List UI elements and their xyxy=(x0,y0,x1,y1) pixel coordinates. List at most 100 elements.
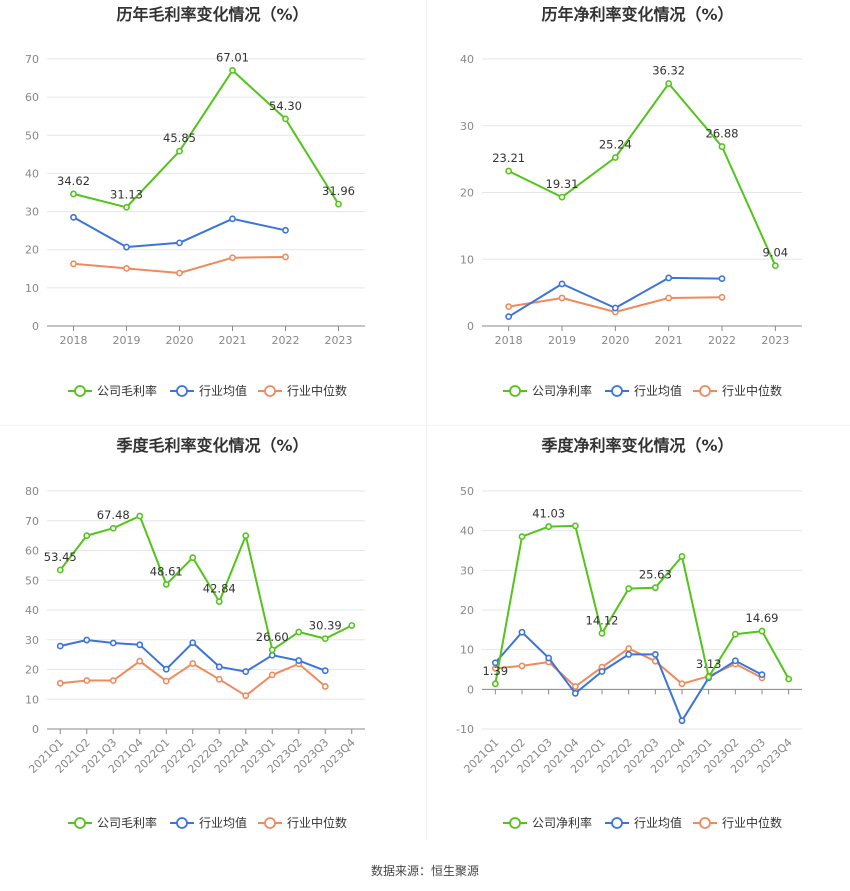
data-point-avg xyxy=(558,280,566,288)
data-point-company xyxy=(109,524,117,532)
data-label: 25.24 xyxy=(599,138,632,152)
data-label: 41.03 xyxy=(532,507,565,521)
data-point-company xyxy=(189,554,197,562)
data-point-avg xyxy=(70,213,77,221)
legend-label: 行业均值 xyxy=(199,383,247,398)
legend-label: 行业中位数 xyxy=(287,383,347,398)
data-point-company xyxy=(545,523,553,530)
chart-quarterly-gross-margin-svg: 季度毛利率变化情况（%）010203040506070802021Q12021Q… xyxy=(25,436,365,830)
data-point-avg xyxy=(215,663,223,671)
data-point-company xyxy=(282,115,289,123)
data-point-company xyxy=(518,533,526,541)
data-point-company xyxy=(678,553,686,560)
data-point-avg xyxy=(83,636,91,644)
y-tick-label: 10 xyxy=(25,282,39,295)
y-tick-label: 50 xyxy=(25,574,39,587)
data-point-company xyxy=(242,532,250,540)
data-point-avg xyxy=(571,689,579,697)
data-point-median xyxy=(162,677,170,685)
y-tick-label: 40 xyxy=(25,167,39,180)
y-tick-label: 10 xyxy=(25,693,39,706)
x-tick-label: 2021 xyxy=(219,334,247,347)
x-tick-label: 2020 xyxy=(166,334,194,347)
legend-swatch-marker xyxy=(74,817,86,829)
data-label: 53.45 xyxy=(44,550,77,564)
data-point-company xyxy=(651,584,659,592)
data-point-median xyxy=(268,671,276,679)
y-tick-label: 40 xyxy=(460,53,474,66)
x-tick-label: 2019 xyxy=(113,334,141,347)
data-label: 34.62 xyxy=(57,174,90,188)
legend-swatch-marker xyxy=(611,817,623,829)
y-tick-label: 20 xyxy=(460,187,474,200)
legend-label: 行业均值 xyxy=(634,383,682,398)
data-point-company xyxy=(491,680,499,688)
y-tick-label: 70 xyxy=(25,515,39,528)
series-line-company xyxy=(508,82,777,267)
y-tick-label: 80 xyxy=(25,485,39,498)
data-point-company xyxy=(558,193,566,201)
y-tick-label: 0 xyxy=(32,320,39,333)
x-tick-label: 2020 xyxy=(601,334,629,347)
data-point-avg xyxy=(56,642,64,650)
data-point-median xyxy=(625,645,633,652)
data-source-note: 数据来源：恒生聚源 xyxy=(370,864,479,878)
chart-annual-gross-margin: 历年毛利率变化情况（%） 0 10 20 30 40 50 60 70 2018 2019 2020 2… xyxy=(0,0,425,425)
data-label: 54.30 xyxy=(269,99,302,113)
data-point-company xyxy=(665,80,673,87)
x-tick-label: 2023 xyxy=(325,334,353,347)
y-tick-label: 10 xyxy=(460,253,474,266)
y-tick-label: -10 xyxy=(456,723,474,736)
legend-label: 公司毛利率 xyxy=(97,815,157,830)
y-tick-label: 50 xyxy=(25,129,39,142)
data-point-company xyxy=(348,622,356,629)
data-point-avg xyxy=(242,668,250,675)
y-tick-label: 20 xyxy=(25,664,39,677)
data-point-median xyxy=(123,265,130,272)
data-point-company xyxy=(705,673,713,681)
y-tick-label: 30 xyxy=(25,634,39,647)
chart-quarterly-gross-margin: 季度毛利率变化情况（%） 0 10 20 30 40 50 60 70 80 2021Q1 2021Q… xyxy=(0,425,425,855)
data-point-avg xyxy=(162,665,170,673)
legend-swatch-marker xyxy=(699,385,711,397)
data-label: 31.96 xyxy=(322,184,355,198)
x-tick-label: 2019 xyxy=(548,334,576,347)
data-label: 31.13 xyxy=(110,187,143,201)
data-point-avg xyxy=(136,641,144,649)
data-point-company xyxy=(215,598,223,605)
y-tick-label: 20 xyxy=(460,604,474,617)
chart-title: 季度净利率变化情况（%） xyxy=(540,436,733,455)
series-line-company xyxy=(73,69,340,209)
y-tick-label: 0 xyxy=(32,723,39,736)
chart-annual-gross-margin-svg: 历年毛利率变化情况（%） 0 10 20 30 40 50 60 70 2018 2019 2020 2… xyxy=(25,5,365,398)
data-point-median xyxy=(518,662,526,670)
data-point-avg xyxy=(651,651,659,658)
legend-label: 行业中位数 xyxy=(287,815,347,830)
data-label: 14.69 xyxy=(746,611,779,625)
data-point-avg xyxy=(491,659,499,667)
data-point-median xyxy=(56,679,64,687)
data-point-avg xyxy=(611,304,619,312)
legend-swatch-marker xyxy=(176,385,188,397)
legend-label: 行业中位数 xyxy=(722,383,782,398)
data-point-median xyxy=(558,294,566,302)
data-point-median xyxy=(242,692,250,700)
legend-swatch-marker xyxy=(264,385,276,397)
data-label: 26.88 xyxy=(706,127,739,141)
panel-divider-horizontal xyxy=(0,425,850,426)
data-point-median xyxy=(505,303,513,311)
data-point-avg xyxy=(545,654,553,662)
data-point-company xyxy=(771,262,779,270)
y-tick-label: 70 xyxy=(25,53,39,66)
data-point-company xyxy=(123,203,130,211)
data-point-avg xyxy=(229,215,236,223)
data-point-company xyxy=(625,585,633,592)
legend-swatch-marker xyxy=(509,817,521,829)
data-point-company xyxy=(136,512,144,520)
chart-title: 历年净利率变化情况（%） xyxy=(541,5,733,24)
data-point-avg xyxy=(123,243,130,251)
data-point-median xyxy=(718,293,726,301)
legend-swatch-marker xyxy=(176,817,188,829)
data-point-avg xyxy=(718,275,726,283)
data-label: 25.63 xyxy=(639,568,672,582)
